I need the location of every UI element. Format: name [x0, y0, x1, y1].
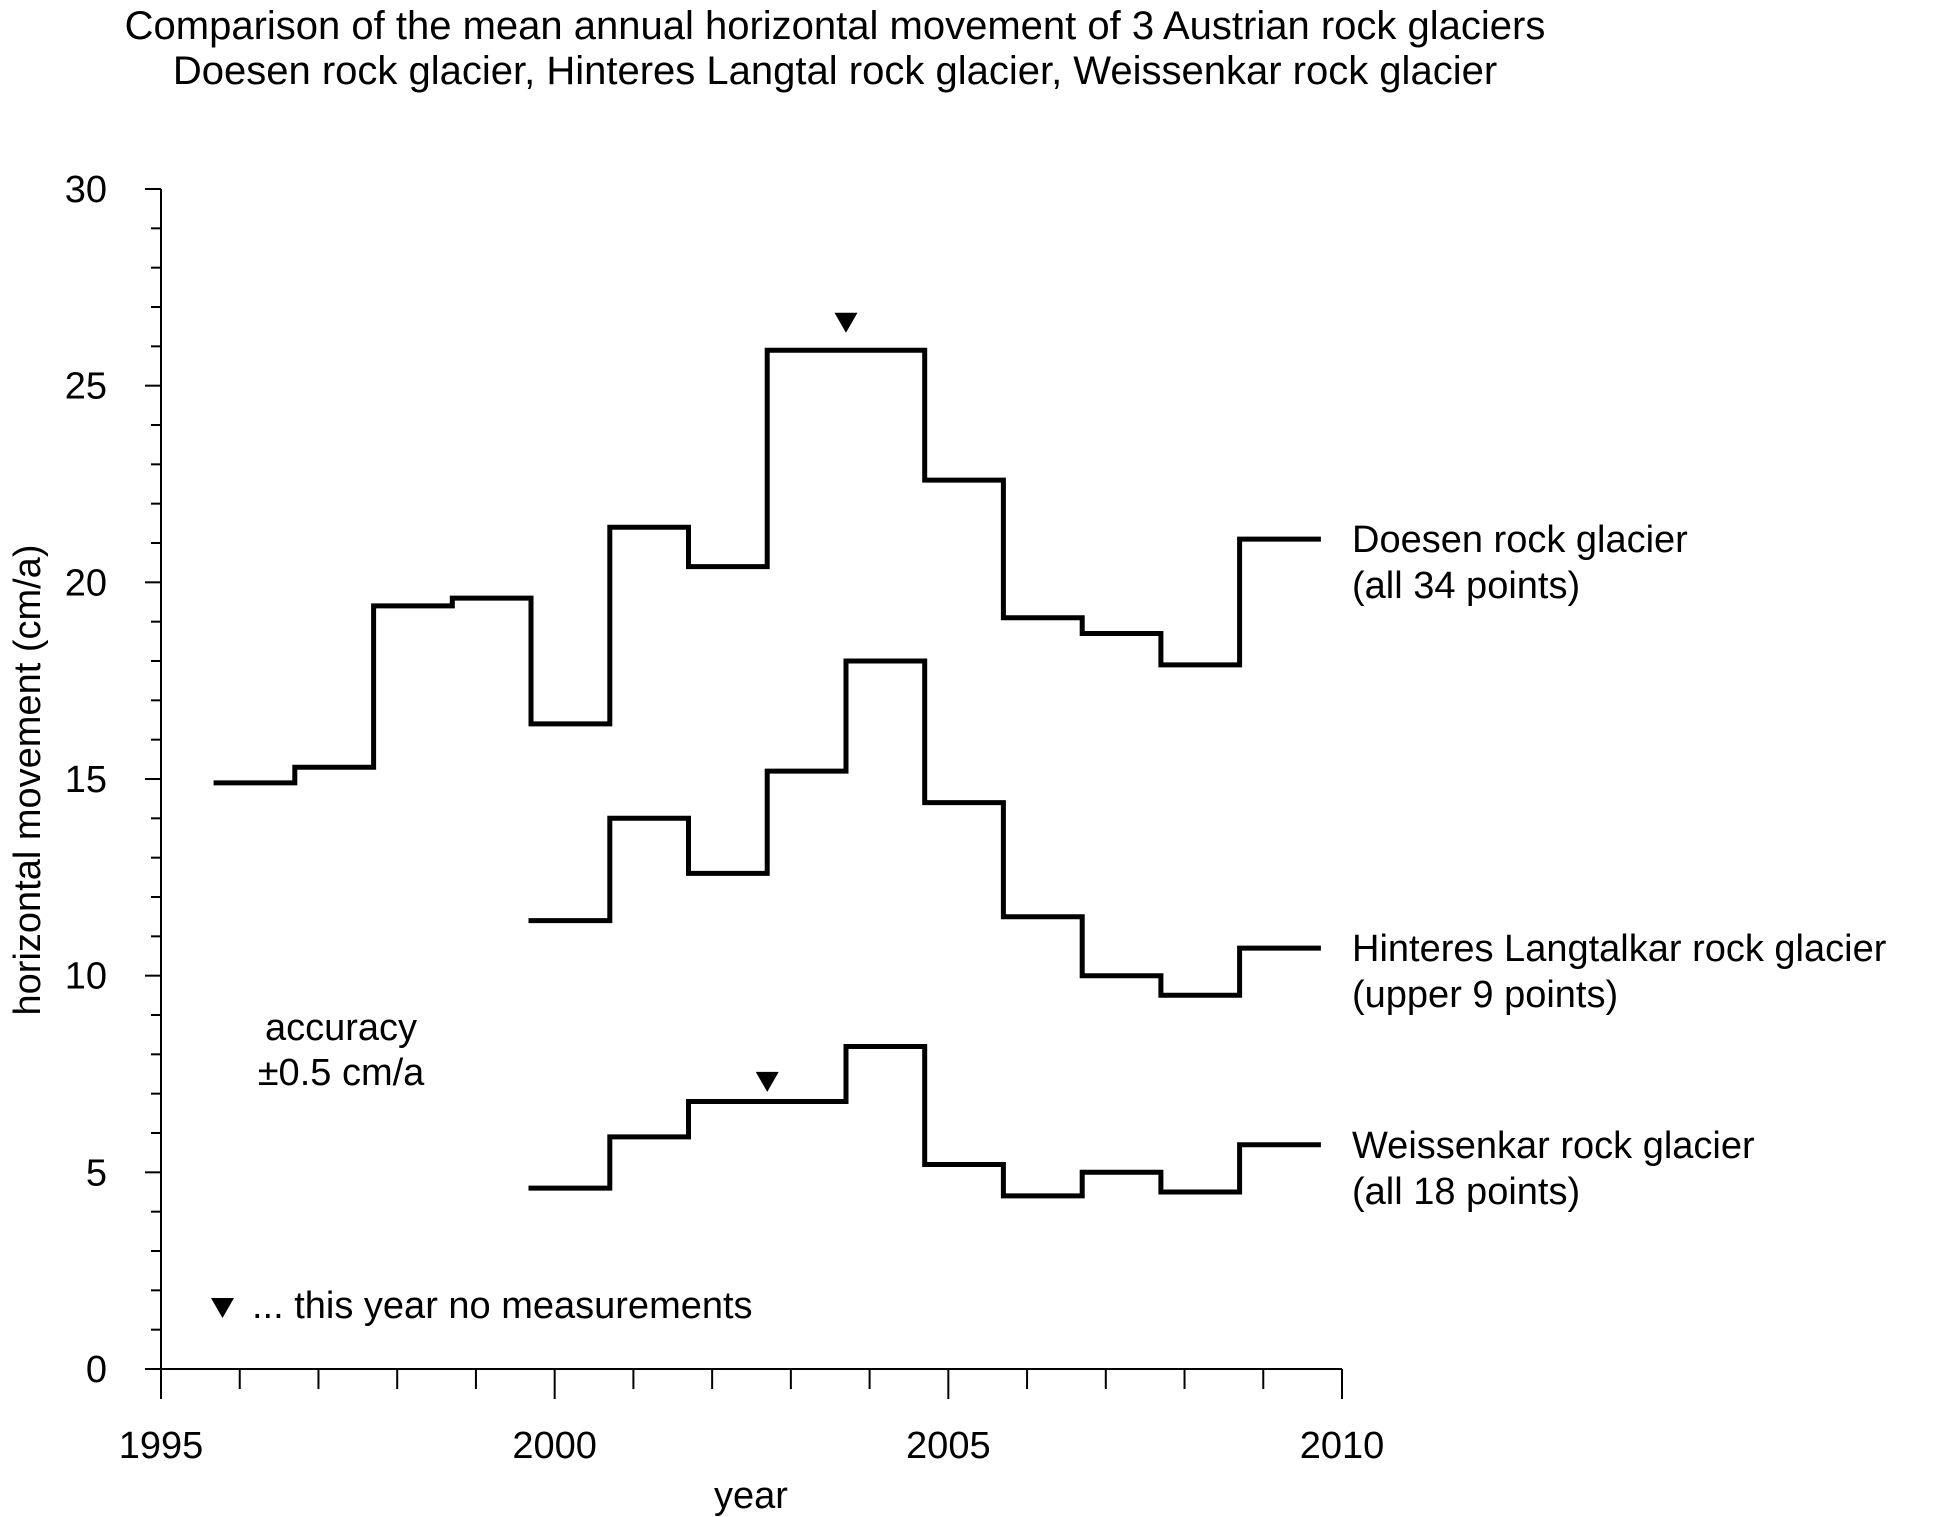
chart-subtitle: Doesen rock glacier, Hinteres Langtal ro…	[173, 49, 1497, 93]
label-weissenkar-note: (all 18 points)	[1352, 1171, 1580, 1213]
y-tick-label: 20	[65, 562, 107, 604]
x-tick-label: 2005	[906, 1425, 991, 1467]
x-axis-label: year	[714, 1475, 788, 1517]
series-line-doesen	[213, 347, 1321, 786]
y-tick-label: 15	[65, 759, 107, 801]
accuracy-value: ±0.5 cm/a	[258, 1052, 425, 1094]
label-doesen-name: Doesen rock glacier	[1352, 519, 1688, 561]
chart-title: Comparison of the mean annual horizontal…	[125, 4, 1546, 48]
axes: 0 5 10 15 20 25 30 1995 2000 2005 2010	[65, 169, 1385, 1467]
legend-marker-text: ... this year no measurements	[252, 1285, 753, 1327]
x-tick-label: 2000	[512, 1425, 597, 1467]
series-layer	[213, 347, 1321, 1199]
label-hinteres-langtalkar-name: Hinteres Langtalkar rock glacier	[1352, 928, 1887, 970]
series-labels: Doesen rock glacier(all 34 points) Hinter…	[1352, 519, 1887, 1213]
series-line-weissenkar	[528, 1044, 1321, 1199]
x-tick-label: 2010	[1300, 1425, 1385, 1467]
accuracy-label: accuracy	[265, 1007, 417, 1049]
no-measurement-marker	[755, 1071, 779, 1092]
label-hinteres-langtalkar-note: (upper 9 points)	[1352, 974, 1618, 1016]
no-measurement-marker	[834, 312, 858, 333]
label-doesen-note: (all 34 points)	[1352, 565, 1580, 607]
label-weissenkar-name: Weissenkar rock glacier	[1352, 1125, 1755, 1167]
y-tick-label: 0	[86, 1349, 107, 1391]
legend-marker-icon	[211, 1298, 234, 1318]
y-tick-label: 5	[86, 1152, 107, 1194]
no-measurement-markers	[755, 312, 858, 1092]
x-tick-label: 1995	[119, 1425, 204, 1467]
y-tick-label: 10	[65, 956, 107, 998]
y-axis-label: horizontal movement (cm/a)	[7, 545, 49, 1016]
y-tick-label: 25	[65, 366, 107, 408]
series-line-hinteres-langtalkar	[528, 658, 1321, 998]
y-tick-label: 30	[65, 169, 107, 211]
